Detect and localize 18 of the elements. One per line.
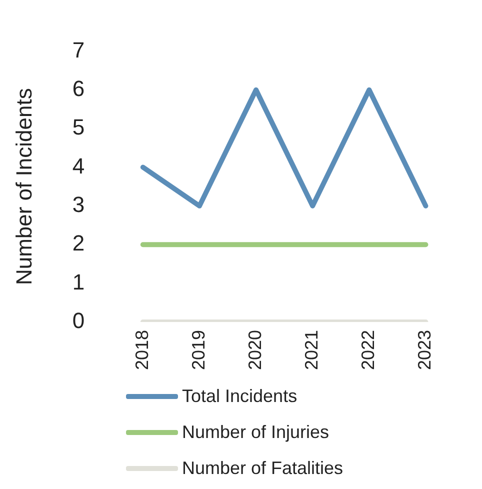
x-tick-label: 2023 (414, 330, 435, 370)
y-axis-title: Number of Incidents (11, 88, 36, 286)
y-tick-label: 1 (72, 269, 85, 294)
legend-label: Number of Injuries (182, 422, 330, 442)
y-tick-label: 0 (72, 308, 85, 334)
x-tick-label: 2018 (132, 330, 152, 370)
x-tick-label: 2022 (358, 330, 378, 370)
x-tick-label: 2020 (245, 330, 266, 370)
y-tick-label: 5 (72, 114, 85, 140)
y-tick-label: 4 (72, 153, 85, 178)
y-tick-label: 6 (72, 76, 85, 101)
legend-label: Total Incidents (182, 386, 298, 406)
x-tick-label: 2019 (188, 330, 208, 370)
y-tick-label: 3 (72, 192, 85, 217)
x-tick-label: 2021 (302, 330, 322, 370)
legend-label: Number of Fatalities (182, 458, 344, 478)
y-tick-label: 2 (72, 230, 85, 256)
y-tick-label: 7 (72, 37, 85, 62)
